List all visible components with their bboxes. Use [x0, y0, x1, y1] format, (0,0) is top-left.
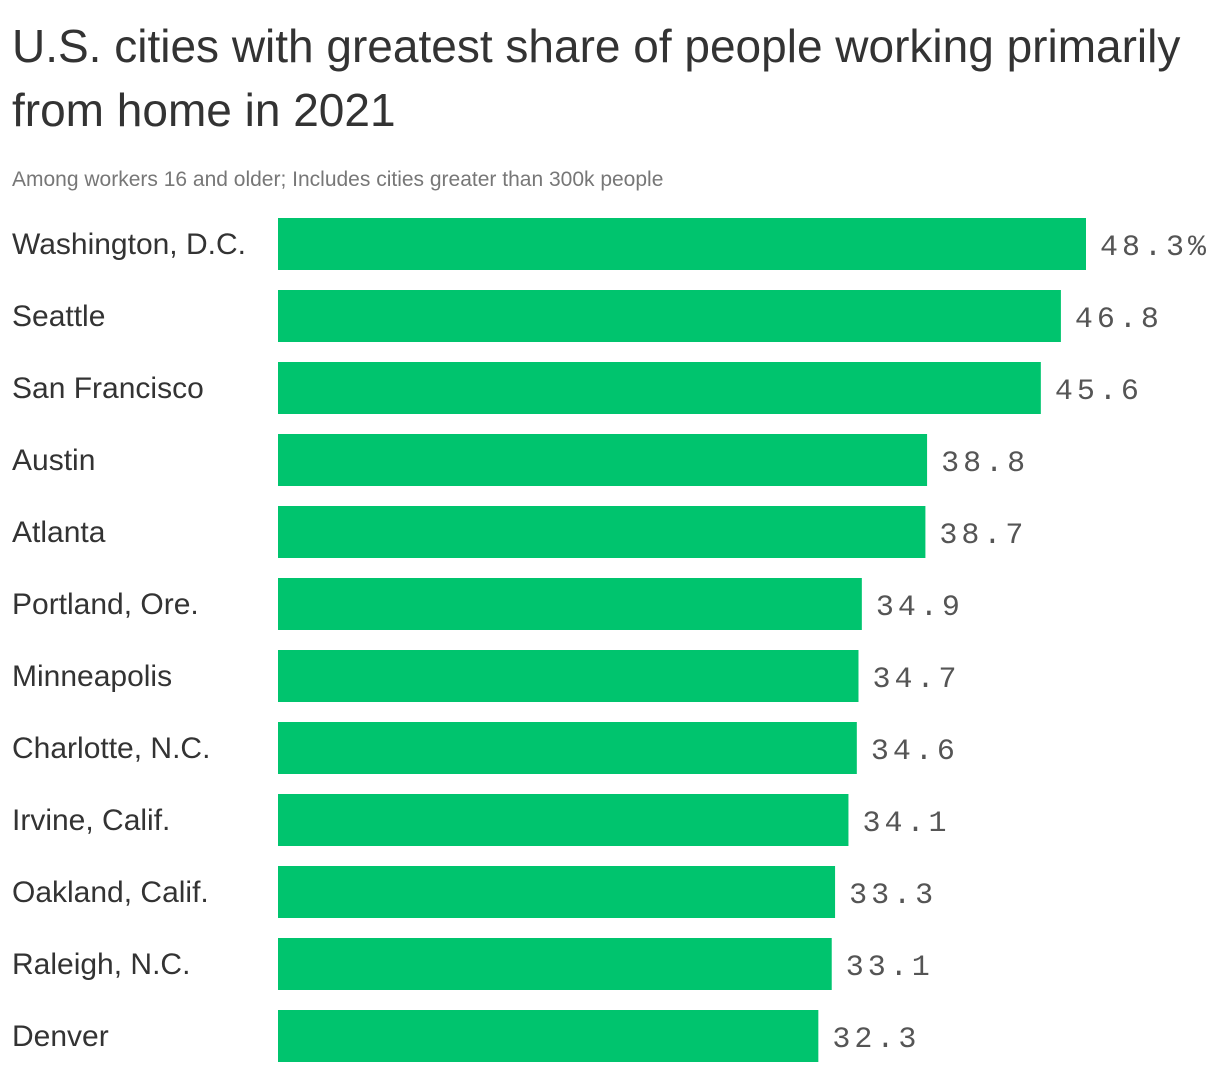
bar: [278, 794, 849, 846]
bar: [278, 1010, 819, 1062]
value-label: 33.1: [846, 951, 934, 985]
chart-title: U.S. cities with greatest share of peopl…: [12, 20, 1181, 136]
category-label: San Francisco: [12, 372, 204, 405]
value-label: 38.7: [939, 519, 1027, 553]
category-label: Denver: [12, 1020, 109, 1053]
value-label: 48.3%: [1100, 231, 1210, 265]
category-label: Austin: [12, 444, 95, 477]
value-label: 45.6: [1055, 375, 1143, 409]
value-label: 34.9: [876, 591, 964, 625]
bar: [278, 722, 857, 774]
value-label: 34.1: [862, 807, 950, 841]
category-label: Seattle: [12, 300, 105, 333]
category-label: Portland, Ore.: [12, 588, 199, 621]
bar: [278, 290, 1061, 342]
bar: [278, 506, 926, 558]
value-label: 34.7: [872, 663, 960, 697]
category-label: Irvine, Calif.: [12, 804, 170, 837]
bar: [278, 362, 1041, 414]
value-label: 46.8: [1075, 303, 1163, 337]
bar: [278, 578, 862, 630]
chart-subtitle: Among workers 16 and older; Includes cit…: [12, 168, 664, 191]
value-label: 33.3: [849, 879, 937, 913]
category-label: Atlanta: [12, 516, 106, 549]
bar: [278, 434, 928, 486]
bar: [278, 866, 836, 918]
bar: [278, 938, 832, 990]
category-label: Oakland, Calif.: [12, 876, 209, 909]
value-label: 32.3: [832, 1023, 920, 1057]
value-label: 34.6: [871, 735, 959, 769]
bar: [278, 218, 1086, 270]
bar: [278, 650, 859, 702]
category-label: Charlotte, N.C.: [12, 732, 210, 765]
category-label: Minneapolis: [12, 660, 172, 693]
category-label: Raleigh, N.C.: [12, 948, 190, 981]
value-label: 38.8: [941, 447, 1029, 481]
category-label: Washington, D.C.: [12, 228, 246, 261]
